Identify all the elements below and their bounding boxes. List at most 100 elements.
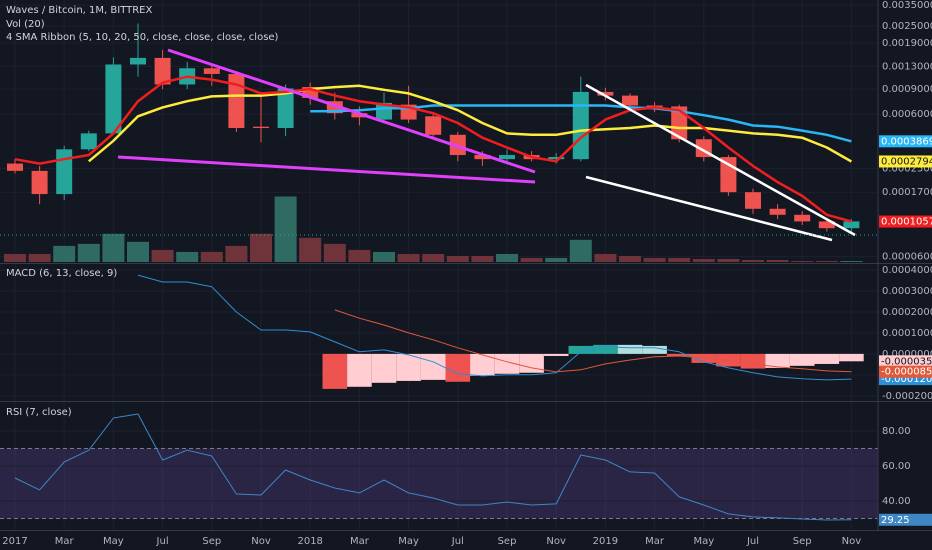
volume-bar xyxy=(53,245,76,262)
x-tick-label: Mar xyxy=(55,536,75,547)
candle-body xyxy=(56,149,73,195)
x-tick-label: Sep xyxy=(498,536,517,547)
x-tick-label: Nov xyxy=(546,536,566,547)
candle-body xyxy=(794,214,811,222)
x-tick-label: Mar xyxy=(645,536,665,547)
volume-bar xyxy=(102,233,125,262)
histogram-bar xyxy=(396,353,421,381)
histogram-bar xyxy=(470,353,495,376)
candle-body xyxy=(302,87,319,98)
candle-body xyxy=(745,192,761,209)
y-tick-label: 0.00190000 xyxy=(882,38,932,49)
y-tick-label: 0.00000000 xyxy=(882,349,932,360)
x-tick-label: Jul xyxy=(156,536,169,547)
histogram-bar xyxy=(568,345,594,354)
histogram-bar xyxy=(716,353,741,367)
plot xyxy=(4,23,864,521)
volume-bar xyxy=(176,251,199,262)
candle-body xyxy=(228,73,245,128)
last-value-label: 0.00010577 xyxy=(881,217,932,228)
histogram-bar xyxy=(347,353,372,387)
y-tick-label: 0.00017000 xyxy=(882,187,932,198)
volume-bar xyxy=(274,196,297,262)
candle-body xyxy=(326,101,343,114)
volume-bar xyxy=(4,253,26,262)
volume-bar xyxy=(545,257,568,262)
volume-bar xyxy=(520,257,543,262)
volume-bar xyxy=(348,249,371,262)
volume-bar xyxy=(496,253,518,262)
volume-bar xyxy=(127,241,149,262)
volume-bar xyxy=(151,249,174,262)
x-tick-label: Sep xyxy=(793,536,812,547)
volume-bar xyxy=(250,233,272,262)
volume-bar xyxy=(77,243,100,262)
histogram-bar xyxy=(789,353,815,366)
indicator-title: MACD (6, 13, close, 9) xyxy=(6,268,117,279)
volume-bar xyxy=(225,245,248,262)
y-tick-label: 40.00 xyxy=(882,496,911,507)
histogram-bar xyxy=(420,353,446,380)
histogram-bar xyxy=(371,353,397,383)
last-value-box xyxy=(879,135,932,148)
x-tick-label: May xyxy=(103,536,124,547)
candle-body xyxy=(818,221,835,229)
x-tick-label: 2019 xyxy=(593,536,618,547)
candle-body xyxy=(622,95,638,106)
x-tick-label: 2017 xyxy=(2,536,27,547)
candle-body xyxy=(548,157,565,160)
candle-body xyxy=(253,126,269,128)
y-tick-label: 0.00350000 xyxy=(882,0,932,11)
volume-bar xyxy=(619,255,641,262)
rsi-band xyxy=(0,448,878,519)
histogram-bar xyxy=(322,353,348,389)
indicator-title: 4 SMA Ribbon (5, 10, 20, 50, close, clos… xyxy=(6,32,279,43)
series-line xyxy=(310,104,852,143)
y-tick-label: -0.00020000 xyxy=(882,391,932,402)
histogram-bar xyxy=(445,353,471,382)
y-tick-label: 0.00006000 xyxy=(882,252,932,263)
series-line xyxy=(14,413,852,521)
last-value-label: 29.25 xyxy=(881,515,910,526)
last-value-box xyxy=(879,155,932,168)
histogram-bar xyxy=(494,353,520,374)
candle-body xyxy=(31,170,48,195)
candle-body xyxy=(597,91,614,96)
x-tick-label: 2018 xyxy=(297,536,322,547)
candle-body xyxy=(671,106,688,140)
last-value-box xyxy=(879,365,932,378)
histogram-bar xyxy=(839,353,864,362)
y-tick-label: 0.00040000 xyxy=(882,265,932,276)
volume-bar xyxy=(594,253,617,262)
y-tick-label: 0.00060000 xyxy=(882,109,932,120)
volume-bar xyxy=(422,253,445,262)
candle-body xyxy=(843,221,860,229)
x-tick-label: May xyxy=(398,536,419,547)
volume-bar xyxy=(200,251,223,262)
series-line xyxy=(87,84,853,163)
volume-bar xyxy=(643,257,666,262)
y-tick-label: 60.00 xyxy=(882,461,911,472)
x-tick-label: Mar xyxy=(350,536,370,547)
volume-bar xyxy=(692,258,715,262)
candle-body xyxy=(277,88,294,128)
y-tick-label: 0.00010000 xyxy=(882,328,932,339)
drawings xyxy=(0,48,878,242)
x-tick-label: Sep xyxy=(202,536,221,547)
y-tick-label: 0.00250000 xyxy=(882,21,932,32)
volume-bar xyxy=(299,237,322,262)
series-line xyxy=(334,309,852,373)
candle-body xyxy=(351,113,368,118)
candle-body xyxy=(105,64,122,134)
indicator-title: RSI (7, close) xyxy=(6,407,72,418)
candle-body xyxy=(499,155,515,160)
histogram-bar xyxy=(543,353,569,356)
last-value-label: 0.00038691 xyxy=(881,136,932,147)
histogram-bar xyxy=(740,353,766,369)
chart-title: Waves / Bitcoin, 1M, BITTREX xyxy=(6,5,152,16)
x-tick-label: May xyxy=(693,536,714,547)
histogram-bar xyxy=(666,353,692,356)
